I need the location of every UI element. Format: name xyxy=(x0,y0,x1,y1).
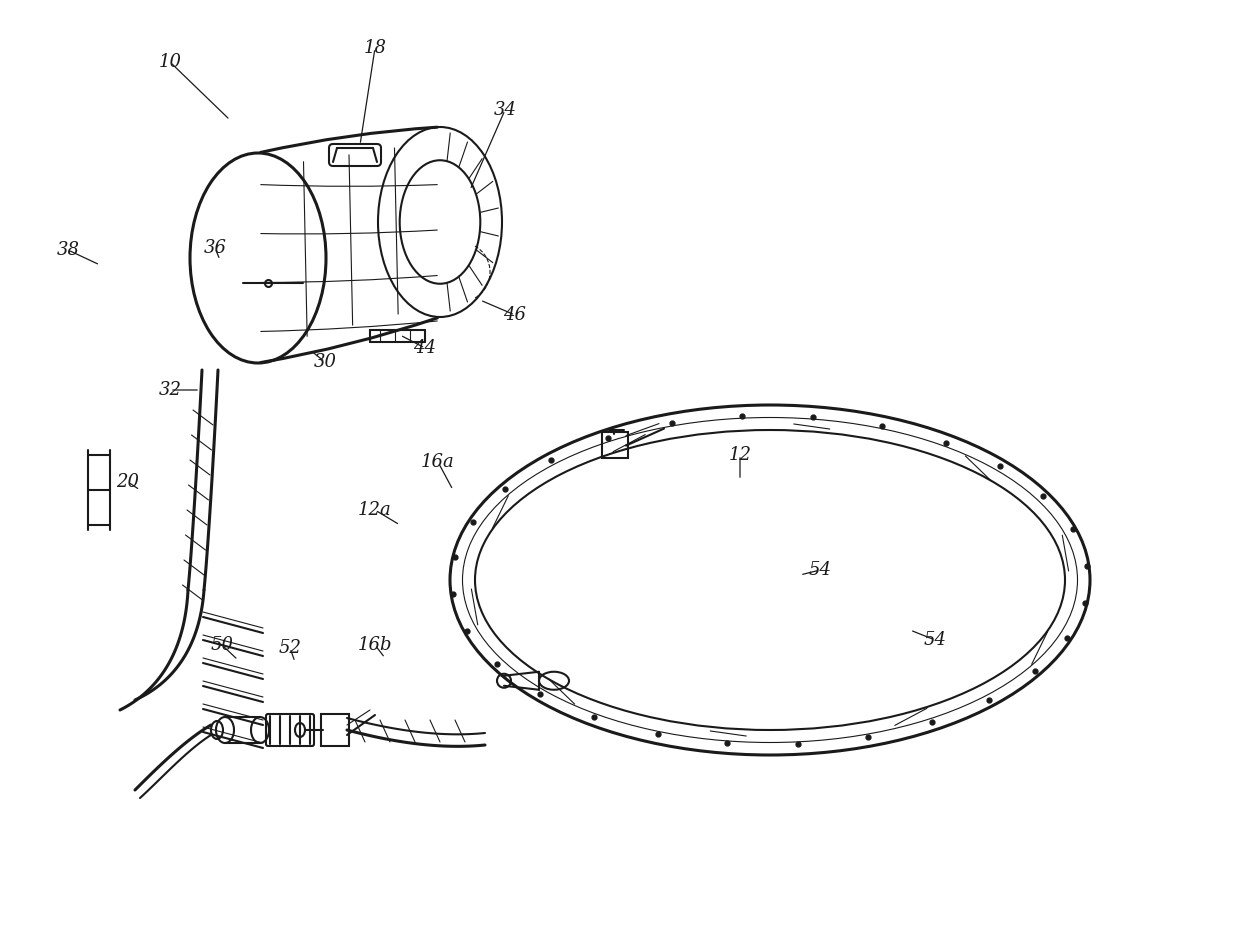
Text: 16a: 16a xyxy=(422,453,455,471)
Text: 32: 32 xyxy=(159,381,181,399)
Text: 16b: 16b xyxy=(358,636,392,654)
Text: 44: 44 xyxy=(413,339,436,357)
Text: 54: 54 xyxy=(924,631,946,649)
Text: 54: 54 xyxy=(808,561,832,579)
Text: 50: 50 xyxy=(211,636,233,654)
Text: 52: 52 xyxy=(279,639,301,657)
Text: 10: 10 xyxy=(159,53,181,71)
Text: 12: 12 xyxy=(729,446,751,464)
Text: 38: 38 xyxy=(57,241,79,259)
Text: 36: 36 xyxy=(203,239,227,257)
Text: 34: 34 xyxy=(494,101,517,119)
Text: 12a: 12a xyxy=(358,501,392,519)
Text: 30: 30 xyxy=(314,353,336,371)
Text: 20: 20 xyxy=(117,473,139,491)
Text: 18: 18 xyxy=(363,39,387,57)
Text: 46: 46 xyxy=(503,306,527,324)
